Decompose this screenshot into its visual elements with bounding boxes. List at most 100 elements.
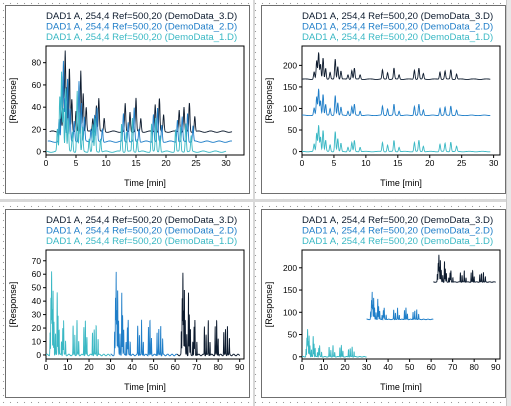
x-tick-label: 30 <box>221 158 231 168</box>
x-tick-label: 0 <box>300 158 305 168</box>
legend-entry-2: DAD1 A, 254,4 Ref=500,20 (DemoData_2.D) <box>302 226 493 237</box>
x-tick-label: 90 <box>235 362 245 372</box>
y-tick-label: 50 <box>288 125 298 135</box>
y-tick-label: 60 <box>32 80 42 90</box>
x-tick-label: 50 <box>405 362 415 372</box>
chromatogram-stacked-chart: DAD1 A, 254,4 Ref=500,20 (DemoData_3.D)D… <box>264 11 501 188</box>
x-tick-label: 30 <box>106 362 116 372</box>
traces <box>46 271 240 357</box>
y-tick-label: 150 <box>283 82 297 92</box>
x-tick-label: 0 <box>44 362 49 372</box>
trace-run3 <box>433 254 496 283</box>
traces <box>46 50 233 153</box>
x-tick-label: 5 <box>332 158 337 168</box>
chromatogram-staircase-chart: DAD1 A, 254,4 Ref=500,20 (DemoData_3.D)D… <box>264 215 501 392</box>
y-tick-label: 0 <box>36 350 41 360</box>
chart-panel-stacked[interactable]: DAD1 A, 254,4 Ref=500,20 (DemoData_3.D) D… <box>261 5 506 194</box>
chart-panel-sequential[interactable]: DAD1 A, 254,4 Ref=500,20 (DemoData_3.D) D… <box>5 209 250 398</box>
horizontal-splitter[interactable] <box>0 199 511 202</box>
y-tick-label: 20 <box>32 323 42 333</box>
y-axis-label: [Response] <box>264 78 274 124</box>
x-tick-label: 0 <box>300 362 305 372</box>
legend-entry-2: DAD1 A, 254,4 Ref=500,20 (DemoData_2.D) <box>46 22 237 33</box>
y-axis-label: [Response] <box>8 78 18 124</box>
x-tick-label: 40 <box>383 362 393 372</box>
x-axis-label: Time [min] <box>124 382 166 392</box>
plot-frame <box>301 249 501 360</box>
x-tick-label: 70 <box>448 362 458 372</box>
y-tick-label: 40 <box>32 296 42 306</box>
legend-entry-3: DAD1 A, 254,4 Ref=500,20 (DemoData_1.D) <box>46 32 237 43</box>
y-tick-label: 70 <box>32 256 42 266</box>
y-tick-label: 200 <box>283 60 297 70</box>
x-tick-label: 10 <box>361 158 371 168</box>
y-tick-label: 60 <box>32 269 42 279</box>
vertical-splitter[interactable] <box>253 0 255 406</box>
x-tick-label: 10 <box>101 158 111 168</box>
vertical-scrollbar[interactable] <box>506 0 511 406</box>
traces <box>302 254 496 358</box>
legend-entry-1: DAD1 A, 254,4 Ref=500,20 (DemoData_3.D) <box>46 11 237 22</box>
y-tick-label: 150 <box>283 285 297 295</box>
traces <box>302 52 491 153</box>
plot-frame <box>45 45 245 156</box>
x-tick-label: 20 <box>425 158 435 168</box>
y-axis-label: [Response] <box>8 282 18 328</box>
y-tick-label: 40 <box>32 102 42 112</box>
legend-entry-3: DAD1 A, 254,4 Ref=500,20 (DemoData_1.D) <box>302 236 493 247</box>
y-axis-label: [Response] <box>264 282 274 328</box>
legend-entry-3: DAD1 A, 254,4 Ref=500,20 (DemoData_1.D) <box>46 236 237 247</box>
y-tick-label: 30 <box>32 310 42 320</box>
x-tick-label: 20 <box>340 362 350 372</box>
legend-entry-1: DAD1 A, 254,4 Ref=500,20 (DemoData_3.D) <box>46 215 237 226</box>
x-tick-label: 40 <box>127 362 137 372</box>
x-tick-label: 30 <box>489 158 499 168</box>
x-tick-label: 20 <box>161 158 171 168</box>
plot-frame <box>301 45 501 156</box>
x-tick-label: 15 <box>393 158 403 168</box>
x-tick-label: 25 <box>457 158 467 168</box>
x-tick-label: 10 <box>63 362 73 372</box>
legend-entry-1: DAD1 A, 254,4 Ref=500,20 (DemoData_3.D) <box>302 11 493 22</box>
y-tick-label: 0 <box>36 147 41 157</box>
y-tick-label: 10 <box>32 337 42 347</box>
x-tick-label: 50 <box>149 362 159 372</box>
y-tick-label: 200 <box>283 263 297 273</box>
chart-panel-staircase[interactable]: DAD1 A, 254,4 Ref=500,20 (DemoData_3.D) D… <box>261 209 506 398</box>
legend-entry-2: DAD1 A, 254,4 Ref=500,20 (DemoData_2.D) <box>302 22 493 33</box>
x-tick-label: 5 <box>74 158 79 168</box>
trace-run2 <box>302 88 491 117</box>
x-tick-label: 70 <box>192 362 202 372</box>
trace-run2 <box>110 271 178 357</box>
x-tick-label: 90 <box>491 362 501 372</box>
y-tick-label: 50 <box>288 330 298 340</box>
x-tick-label: 80 <box>214 362 224 372</box>
x-tick-label: 10 <box>319 362 329 372</box>
chart-panel-overlay[interactable]: DAD1 A, 254,4 Ref=500,20 (DemoData_3.D) D… <box>5 5 250 194</box>
x-tick-label: 60 <box>170 362 180 372</box>
y-tick-label: 50 <box>32 283 42 293</box>
x-tick-label: 0 <box>44 158 49 168</box>
x-tick-label: 25 <box>191 158 201 168</box>
trace-run3 <box>176 272 240 357</box>
trace-run2 <box>47 60 232 143</box>
legend-entry-2: DAD1 A, 254,4 Ref=500,20 (DemoData_2.D) <box>46 226 237 237</box>
x-axis-label: Time [min] <box>380 382 422 392</box>
trace-run2 <box>366 291 434 321</box>
x-axis-label: Time [min] <box>124 178 166 188</box>
legend-entry-1: DAD1 A, 254,4 Ref=500,20 (DemoData_3.D) <box>302 215 493 226</box>
y-tick-label: 80 <box>32 58 42 68</box>
y-tick-label: 0 <box>292 352 297 362</box>
trace-run1 <box>302 329 367 358</box>
trace-run1 <box>46 271 111 357</box>
x-axis-label: Time [min] <box>380 178 422 188</box>
y-tick-label: 100 <box>283 103 297 113</box>
y-tick-label: 100 <box>283 307 297 317</box>
x-tick-label: 15 <box>131 158 141 168</box>
legend-entry-3: DAD1 A, 254,4 Ref=500,20 (DemoData_1.D) <box>302 32 493 43</box>
x-tick-label: 60 <box>426 362 436 372</box>
x-tick-label: 30 <box>362 362 372 372</box>
x-tick-label: 20 <box>84 362 94 372</box>
y-tick-label: 20 <box>32 124 42 134</box>
chromatogram-sequential-chart: DAD1 A, 254,4 Ref=500,20 (DemoData_3.D)D… <box>8 215 245 392</box>
